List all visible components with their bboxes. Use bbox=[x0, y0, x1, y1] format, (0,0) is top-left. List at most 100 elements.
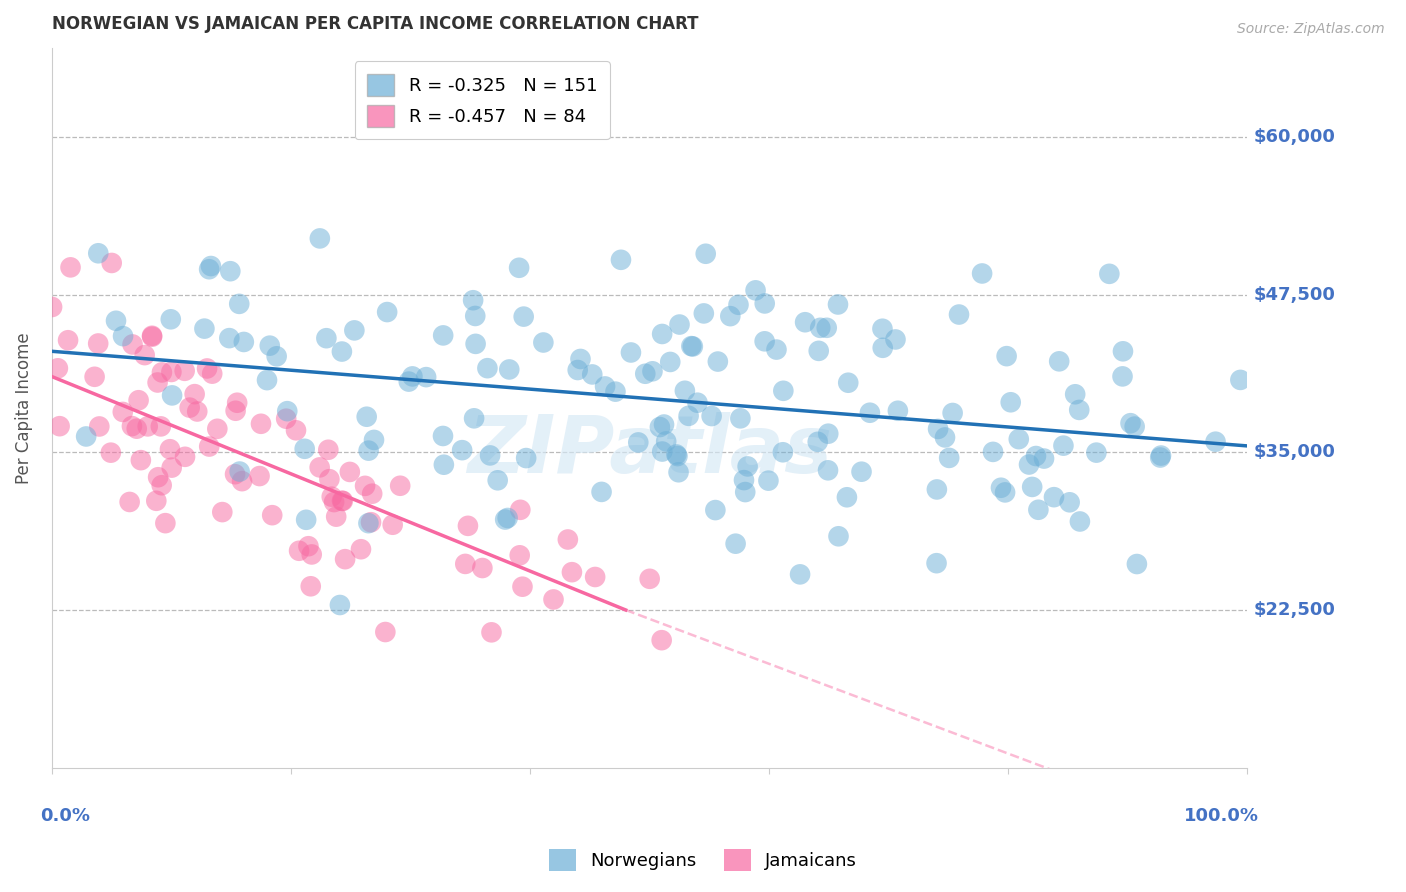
Point bbox=[321, 490, 343, 504]
Legend: Norwegians, Jamaicans: Norwegians, Jamaicans bbox=[541, 842, 865, 879]
Point bbox=[772, 384, 794, 398]
Point bbox=[543, 592, 565, 607]
Point bbox=[772, 445, 794, 459]
Text: 0.0%: 0.0% bbox=[39, 807, 90, 825]
Point bbox=[145, 493, 167, 508]
Point bbox=[308, 231, 330, 245]
Point bbox=[266, 349, 288, 363]
Point bbox=[515, 451, 537, 466]
Point bbox=[859, 406, 882, 420]
Point bbox=[638, 572, 661, 586]
Point bbox=[994, 485, 1017, 500]
Point bbox=[1021, 480, 1043, 494]
Point bbox=[758, 474, 780, 488]
Point bbox=[415, 370, 437, 384]
Point bbox=[129, 453, 152, 467]
Text: $60,000: $60,000 bbox=[1253, 128, 1336, 145]
Point bbox=[325, 509, 347, 524]
Point bbox=[707, 354, 730, 368]
Point bbox=[433, 458, 456, 472]
Point bbox=[627, 435, 650, 450]
Point bbox=[218, 331, 240, 345]
Point bbox=[56, 333, 79, 347]
Point bbox=[681, 339, 703, 353]
Point bbox=[942, 406, 965, 420]
Point bbox=[655, 434, 678, 449]
Point bbox=[872, 341, 894, 355]
Point bbox=[508, 260, 530, 275]
Point bbox=[134, 348, 156, 362]
Point bbox=[141, 329, 163, 343]
Point bbox=[1043, 490, 1066, 504]
Point bbox=[41, 300, 63, 314]
Text: NORWEGIAN VS JAMAICAN PER CAPITA INCOME CORRELATION CHART: NORWEGIAN VS JAMAICAN PER CAPITA INCOME … bbox=[52, 15, 699, 33]
Point bbox=[285, 423, 308, 437]
Point bbox=[479, 449, 502, 463]
Point bbox=[481, 625, 503, 640]
Point bbox=[357, 443, 380, 458]
Point bbox=[121, 337, 143, 351]
Point bbox=[174, 450, 197, 464]
Point bbox=[754, 334, 776, 349]
Point bbox=[817, 463, 839, 477]
Point bbox=[225, 403, 247, 417]
Point bbox=[765, 343, 787, 357]
Point bbox=[610, 252, 633, 267]
Point bbox=[398, 375, 420, 389]
Point bbox=[301, 548, 323, 562]
Point bbox=[925, 556, 948, 570]
Point bbox=[1119, 416, 1142, 430]
Point bbox=[224, 467, 246, 482]
Point bbox=[494, 512, 516, 526]
Point bbox=[259, 339, 281, 353]
Point bbox=[121, 419, 143, 434]
Point bbox=[730, 411, 752, 425]
Point bbox=[231, 474, 253, 488]
Point bbox=[146, 376, 169, 390]
Point bbox=[734, 485, 756, 500]
Point bbox=[733, 473, 755, 487]
Point bbox=[634, 367, 657, 381]
Point bbox=[583, 570, 606, 584]
Point bbox=[668, 465, 690, 479]
Point bbox=[219, 264, 242, 278]
Point bbox=[995, 349, 1018, 363]
Point bbox=[100, 256, 122, 270]
Point bbox=[1028, 502, 1050, 516]
Point bbox=[432, 328, 454, 343]
Point bbox=[160, 460, 183, 475]
Point bbox=[486, 473, 509, 487]
Point bbox=[1033, 451, 1056, 466]
Point bbox=[934, 430, 956, 444]
Point bbox=[83, 369, 105, 384]
Point bbox=[329, 598, 352, 612]
Point bbox=[357, 516, 380, 531]
Point bbox=[925, 483, 948, 497]
Point bbox=[531, 335, 554, 350]
Point bbox=[581, 368, 603, 382]
Point bbox=[354, 479, 377, 493]
Point bbox=[295, 513, 318, 527]
Point bbox=[250, 417, 273, 431]
Point bbox=[727, 298, 749, 312]
Point bbox=[990, 481, 1012, 495]
Point bbox=[981, 445, 1004, 459]
Point bbox=[512, 310, 534, 324]
Point bbox=[89, 419, 111, 434]
Point bbox=[693, 306, 716, 320]
Point bbox=[827, 297, 849, 311]
Point bbox=[1112, 344, 1135, 359]
Point bbox=[1052, 439, 1074, 453]
Point bbox=[432, 429, 454, 443]
Point bbox=[118, 495, 141, 509]
Point bbox=[827, 529, 849, 543]
Point bbox=[666, 449, 689, 463]
Point bbox=[201, 367, 224, 381]
Point bbox=[673, 384, 696, 398]
Point bbox=[141, 328, 163, 343]
Point bbox=[195, 361, 218, 376]
Point bbox=[817, 426, 839, 441]
Point bbox=[700, 409, 723, 423]
Point bbox=[299, 579, 322, 593]
Point bbox=[183, 387, 205, 401]
